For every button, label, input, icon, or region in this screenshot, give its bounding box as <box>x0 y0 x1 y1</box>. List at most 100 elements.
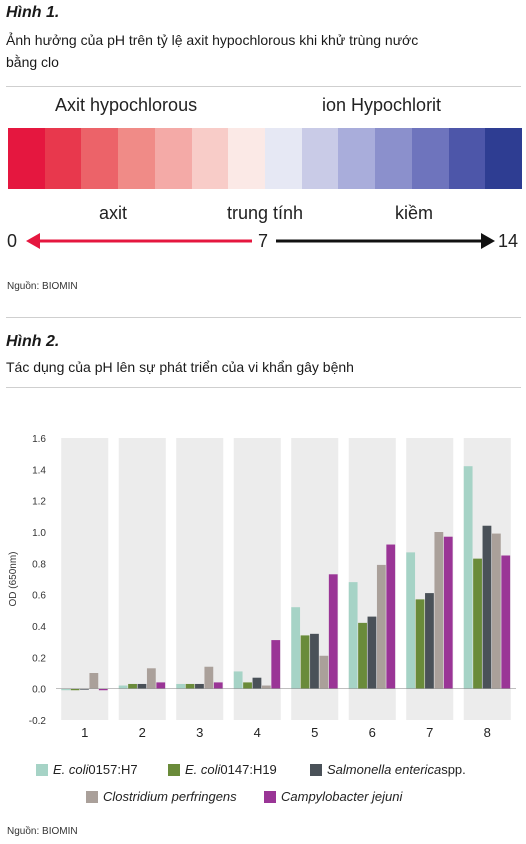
bar <box>443 536 453 689</box>
bar <box>367 616 377 689</box>
y-tick-label: 1.0 <box>32 528 46 539</box>
bar <box>319 655 329 689</box>
bar <box>89 673 99 689</box>
y-tick-label: 0.2 <box>32 653 46 664</box>
ph-growth-chart: 1.6 1.4 1.2 1.0 0.8 0.6 0.4 0.2 0.0 -0.2 OD (650nm… <box>8 434 516 750</box>
x-tick-label: 5 <box>311 725 318 740</box>
legend-name: Campylobacter jejuni <box>281 789 403 804</box>
color-step <box>411 128 449 189</box>
bar <box>348 582 358 689</box>
bar <box>425 593 434 689</box>
ocl-header: ion Hypochlorit <box>322 95 442 115</box>
x-axis-label: pH <box>270 747 289 750</box>
bar <box>185 683 195 689</box>
bar <box>376 564 386 689</box>
bar <box>358 622 367 689</box>
y-tick-label: 0.6 <box>32 591 46 602</box>
divider <box>6 317 521 318</box>
y-tick-label: 0.8 <box>32 559 46 570</box>
color-step <box>44 128 82 189</box>
legend-item: Campylobacter jejuni <box>264 789 402 804</box>
color-step <box>375 128 412 189</box>
x-tick-label: 7 <box>426 725 433 740</box>
neutral-label: trung tính <box>227 203 304 223</box>
bar <box>118 685 128 689</box>
y-tick-label: 0.0 <box>32 685 46 696</box>
bar <box>137 683 147 689</box>
acid-label: axit <box>99 203 128 223</box>
y-tick-label: 1.4 <box>32 465 46 476</box>
bar <box>80 688 89 690</box>
category-band <box>176 438 224 720</box>
ph-tick-0: 0 <box>7 231 18 251</box>
color-step <box>338 128 376 189</box>
bar <box>434 532 444 689</box>
bar <box>176 683 186 689</box>
x-tick-label: 6 <box>369 725 376 740</box>
bar <box>233 671 243 689</box>
category-band <box>118 438 166 720</box>
x-tick-label: 2 <box>139 725 146 740</box>
figure2-subtitle: Tác dụng của pH lên sự phát triển của vi… <box>6 359 354 375</box>
bar <box>463 466 473 689</box>
bar <box>213 682 223 689</box>
ph-arrows <box>26 233 495 249</box>
legend-name-suffix: 0157:H7 <box>88 762 138 777</box>
legend-item: E. coli 0157:H7 <box>36 762 138 777</box>
bar <box>482 525 492 689</box>
color-step <box>8 128 45 189</box>
category-band <box>61 438 109 720</box>
bar <box>252 677 262 689</box>
bar <box>328 574 338 689</box>
bar <box>501 555 511 689</box>
bar <box>291 607 301 689</box>
y-axis-label: OD (650nm) <box>8 551 19 606</box>
bar <box>415 599 425 689</box>
figure1-subtitle-line2: bằng clo <box>6 54 59 70</box>
color-step <box>228 128 266 189</box>
bar <box>261 685 271 689</box>
legend-swatch <box>310 763 322 776</box>
color-step <box>154 128 192 189</box>
ph-tick-7: 7 <box>258 231 269 251</box>
y-tick-label: 1.6 <box>32 434 46 445</box>
bar <box>204 666 214 689</box>
bar <box>243 682 252 689</box>
bar <box>491 533 501 689</box>
x-tick-label: 1 <box>81 725 88 740</box>
color-step <box>301 128 339 189</box>
legend-item: Clostridium perfringens <box>86 789 237 804</box>
bar <box>195 683 204 689</box>
legend-swatch <box>264 790 276 803</box>
x-tick-label: 4 <box>254 725 261 740</box>
legend-item: Salmonella enterica spp. <box>310 762 466 777</box>
y-tick-label: 0.4 <box>32 622 46 633</box>
legend-swatch <box>168 763 180 776</box>
bar <box>98 688 108 691</box>
x-tick-label: 8 <box>484 725 491 740</box>
legend-swatch <box>36 763 48 776</box>
divider <box>6 86 521 87</box>
bar <box>406 552 416 689</box>
y-tick-label: 1.2 <box>32 497 46 508</box>
divider <box>6 387 521 388</box>
figure2-title: Hình 2. <box>6 333 60 350</box>
bar <box>70 688 80 691</box>
figure1-source: Nguồn: BIOMIN <box>7 281 78 292</box>
legend-name: Salmonella enterica <box>327 762 442 777</box>
bar <box>271 640 281 689</box>
bar <box>300 635 310 689</box>
base-label: kiềm <box>395 203 434 223</box>
y-tick-label: -0.2 <box>29 716 47 727</box>
bar <box>156 682 166 689</box>
bar <box>386 544 396 689</box>
legend-name: Clostridium perfringens <box>103 789 237 804</box>
color-step <box>81 128 119 189</box>
acid-arrowhead <box>26 233 40 249</box>
hocl-header: Axit hypochlorous <box>55 95 198 115</box>
color-step <box>448 128 486 189</box>
color-step <box>118 128 155 189</box>
ph-color-scale <box>8 128 523 189</box>
base-arrowhead <box>481 233 495 249</box>
color-step <box>265 128 302 189</box>
